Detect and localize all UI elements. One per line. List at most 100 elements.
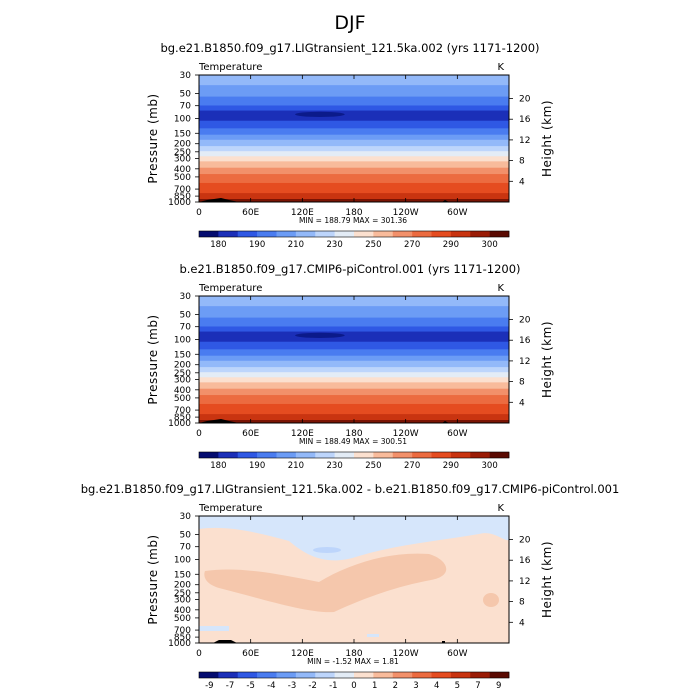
y-tick-label: 50: [180, 311, 192, 321]
contour-band: [199, 156, 509, 162]
colorbar-tick-label: 210: [288, 461, 304, 471]
contour-band: [199, 161, 509, 169]
colorbar-tick-label: 230: [327, 240, 343, 250]
topography: [199, 419, 239, 423]
y2-tick-label: 16: [519, 115, 531, 125]
contour-band: [199, 75, 509, 86]
y2-tick-label: 8: [519, 598, 525, 608]
colorbar-tick-label: -3: [288, 681, 296, 691]
colorbar-swatch: [431, 452, 452, 458]
colorbar-swatch: [237, 672, 258, 678]
colorbar-swatch: [237, 231, 258, 237]
figure-title: DJF: [334, 12, 365, 34]
y-axis-label: Pressure (mb): [146, 534, 160, 624]
colorbar-tick-label: 290: [443, 461, 459, 471]
y-tick-label: 250: [174, 369, 191, 379]
min-max-label: MIN = -1.52 MAX = 1.81: [307, 657, 399, 666]
contour-band: [199, 306, 509, 319]
units-label: K: [497, 283, 504, 294]
y-tick-label: 250: [174, 589, 191, 599]
y-tick-label: 700: [174, 406, 191, 416]
colorbar-tick-label: 190: [249, 240, 265, 250]
x-tick-label: 180: [345, 649, 362, 659]
topography: [199, 198, 239, 202]
colorbar-tick-label: 290: [443, 240, 459, 250]
units-label: K: [497, 503, 504, 514]
y2-axis-label: Height (km): [540, 321, 554, 398]
colorbar-tick-label: 2: [393, 681, 398, 691]
y-tick-label: 100: [174, 336, 191, 346]
colorbar-tick-label: 3: [413, 681, 418, 691]
x-tick-label: 120W: [393, 429, 419, 439]
colorbar-swatch: [354, 672, 374, 678]
colorbar-swatch: [315, 452, 335, 458]
colorbar-tick-label: -9: [205, 681, 213, 691]
contour-band: [199, 388, 509, 396]
colorbar-frame: [198, 671, 510, 679]
colorbar-swatch: [295, 672, 316, 678]
contour-band: [199, 355, 509, 362]
y2-tick-label: 12: [519, 577, 530, 587]
x-tick-label: 180: [345, 208, 362, 218]
colorbar-swatch: [315, 672, 335, 678]
colorbar-swatch: [392, 672, 413, 678]
y-tick-label: 850: [174, 413, 191, 423]
colorbar-swatch: [295, 452, 316, 458]
colorbar-tick-label: 7: [475, 681, 480, 691]
y-tick-label: 300: [174, 375, 191, 385]
y-tick-label: 70: [180, 323, 192, 333]
x-tick-label: 120W: [393, 208, 419, 218]
contour-band: [199, 167, 509, 175]
cold-core-contour: [295, 111, 345, 117]
panel-title: bg.e21.B1850.f09_g17.LIGtransient_121.5k…: [81, 482, 620, 496]
positive-contour: [483, 593, 499, 607]
y2-tick-label: 20: [519, 316, 531, 326]
colorbar-swatch: [450, 452, 471, 458]
x-tick-label: 120E: [291, 649, 314, 659]
contour-band: [199, 146, 509, 152]
colorbar-tick-label: -1: [329, 681, 337, 691]
y-tick-label: 100: [174, 115, 191, 125]
colorbar-swatch: [295, 231, 316, 237]
colorbar-swatch: [450, 231, 471, 237]
variable-label: Temperature: [198, 283, 262, 294]
x-tick-label: 120E: [291, 429, 314, 439]
y-tick-label: 100: [174, 556, 191, 566]
topography: [213, 640, 237, 643]
chart-panel-2: b.e21.B1850.f09_g17.CMIP6-piControl.001 …: [146, 262, 554, 471]
contour-band: [199, 377, 509, 383]
x-tick-label: 60W: [447, 649, 467, 659]
colorbar-swatch: [257, 672, 277, 678]
colorbar-tick-label: 210: [288, 240, 304, 250]
colorbar-swatch: [315, 231, 335, 237]
contour-field: [199, 516, 509, 643]
y-tick-label: 700: [174, 185, 191, 195]
y2-axis-label: Height (km): [540, 541, 554, 618]
chart-panel-3: bg.e21.B1850.f09_g17.LIGtransient_121.5k…: [81, 482, 620, 691]
colorbar-tick-label: 270: [404, 461, 420, 471]
colorbar-tick-label: 190: [249, 461, 265, 471]
contour-band: [199, 120, 509, 129]
colorbar-swatch: [373, 231, 394, 237]
colorbar-tick-label: 300: [482, 240, 498, 250]
contour-band: [199, 134, 509, 141]
colorbar-tick-label: 230: [327, 461, 343, 471]
variable-label: Temperature: [198, 503, 262, 514]
y-tick-label: 70: [180, 102, 192, 112]
colorbar-tick-label: 180: [210, 240, 226, 250]
positive-contour: [204, 553, 447, 613]
y2-tick-label: 16: [519, 556, 531, 566]
x-tick-label: 120W: [393, 649, 419, 659]
colorbar-swatch: [412, 452, 432, 458]
y2-axis-label: Height (km): [540, 100, 554, 177]
colorbar-swatch: [257, 452, 277, 458]
contour-band: [199, 96, 509, 107]
y-axis-label: Pressure (mb): [146, 93, 160, 183]
colorbar-tick-label: 1: [372, 681, 377, 691]
colorbar-swatch: [373, 672, 394, 678]
colorbar-swatch: [489, 452, 510, 458]
colorbar-swatch: [218, 231, 239, 237]
y-tick-label: 150: [174, 129, 191, 139]
contour-band: [199, 372, 509, 378]
